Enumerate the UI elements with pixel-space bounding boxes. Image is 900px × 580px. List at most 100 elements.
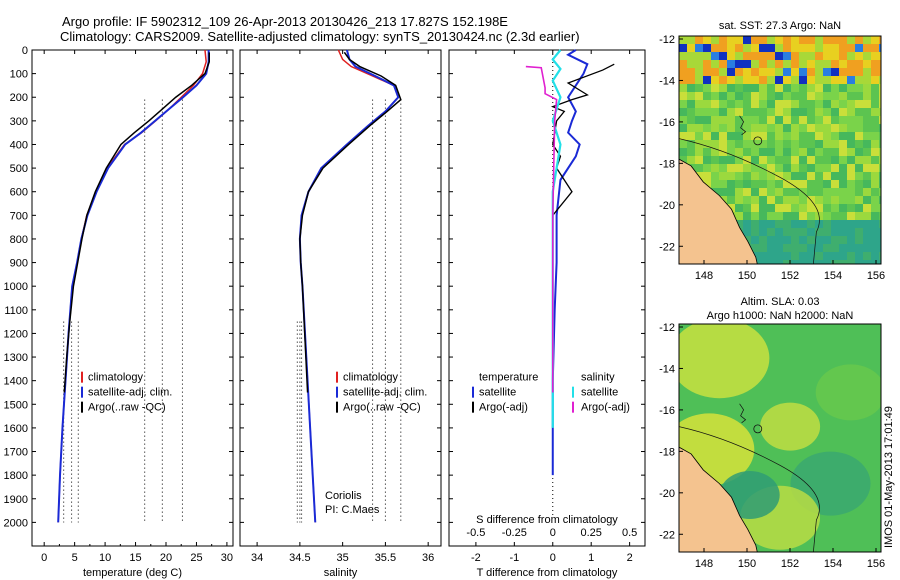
x-tick-label: -1 (509, 552, 519, 564)
sst-cell (807, 156, 815, 164)
x-axis-label: T difference from climatology (477, 567, 618, 579)
sst-cell (759, 252, 767, 260)
sst-cell (783, 172, 791, 180)
sst-cell (863, 140, 871, 148)
sst-cell (751, 84, 759, 92)
map-sla: -12 -14 -16 -18 -20 -22 148 150 152 154 156 Altim. … (659, 296, 885, 570)
sst-cell (871, 212, 879, 220)
sst-cell (855, 196, 863, 204)
sst-cell (775, 172, 783, 180)
sst-cell (871, 60, 879, 68)
sst-cell (751, 60, 759, 68)
sst-cell (831, 252, 839, 260)
sst-cell (759, 68, 767, 76)
x-tick-label: 0 (550, 552, 556, 564)
sst-cell (799, 260, 807, 264)
sst-cell (847, 156, 855, 164)
map-x-tick-label: 156 (867, 558, 885, 570)
sst-cell (839, 84, 847, 92)
sst-cell (791, 116, 799, 124)
sst-cell (767, 220, 775, 228)
series-argoraw (299, 51, 402, 393)
sst-cell (743, 100, 751, 108)
sst-cell (767, 188, 775, 196)
sst-cell (791, 124, 799, 132)
sst-cell (839, 108, 847, 116)
sst-cell (807, 252, 815, 260)
legend-label: climatology (343, 372, 399, 384)
sst-cell (815, 132, 823, 140)
sst-cell (735, 212, 743, 220)
sst-cell (839, 156, 847, 164)
sst-cell (847, 92, 855, 100)
sst-cell (847, 220, 855, 228)
sst-cell (759, 60, 767, 68)
sst-cell (735, 68, 743, 76)
sst-cell (775, 116, 783, 124)
sst-cell (727, 44, 735, 52)
sst-cell (871, 140, 879, 148)
sst-cell (807, 60, 815, 68)
sst-cell (847, 60, 855, 68)
sst-cell (799, 76, 807, 84)
sst-cell (871, 252, 879, 260)
sst-cell (823, 172, 831, 180)
sst-cell (759, 92, 767, 100)
sst-cell (863, 68, 871, 76)
depth-contour (679, 138, 820, 264)
sst-cell (775, 76, 783, 84)
x-tick-label: 0 (41, 552, 47, 564)
sst-cell (791, 132, 799, 140)
sst-cell (879, 236, 881, 244)
sst-cell (855, 100, 863, 108)
sst-cell (719, 124, 727, 132)
sst-cell (751, 108, 759, 116)
sst-cell (863, 172, 871, 180)
sst-cell (791, 76, 799, 84)
sst-cell (831, 60, 839, 68)
sst-cell (727, 100, 735, 108)
sst-cell (679, 124, 687, 132)
y-tick-label: 200 (10, 92, 28, 104)
sst-cell (855, 228, 863, 236)
sst-cell (871, 76, 879, 84)
legend-label: Argo(-adj) (581, 402, 630, 414)
sst-cell (807, 260, 815, 264)
y-tick-label: 1200 (4, 328, 28, 340)
sst-cell (783, 220, 791, 228)
sst-cell (791, 252, 799, 260)
sst-cell (871, 172, 879, 180)
sst-cell (751, 100, 759, 108)
sst-cell (855, 44, 863, 52)
sst-cell (743, 92, 751, 100)
map-y-tick-label: -18 (659, 446, 675, 458)
sst-cell (807, 124, 815, 132)
sst-cell (879, 140, 881, 148)
sst-cell (751, 116, 759, 124)
sst-cell (855, 156, 863, 164)
sst-cell (799, 140, 807, 148)
sst-cell (807, 108, 815, 116)
sst-cell (783, 260, 791, 264)
x-tick-label: 36 (422, 552, 434, 564)
sst-cell (831, 188, 839, 196)
y-tick-label: 1500 (4, 399, 28, 411)
sst-cell (767, 124, 775, 132)
sst-cell (711, 172, 719, 180)
sst-cell (791, 260, 799, 264)
sst-cell (863, 116, 871, 124)
sst-cell (863, 124, 871, 132)
x-top-tick-label: -0.25 (502, 527, 527, 539)
sst-cell (783, 124, 791, 132)
sst-cell (799, 244, 807, 252)
sst-cell (879, 132, 881, 140)
y-tick-label: 1600 (4, 423, 28, 435)
sst-cell (879, 220, 881, 228)
sst-cell (831, 180, 839, 188)
sst-cell (807, 140, 815, 148)
sst-cell (735, 108, 743, 116)
sst-cell (879, 244, 881, 252)
legend-label: Argo(..raw -QC) (88, 402, 166, 414)
sst-cell (687, 132, 695, 140)
sst-cell (799, 124, 807, 132)
